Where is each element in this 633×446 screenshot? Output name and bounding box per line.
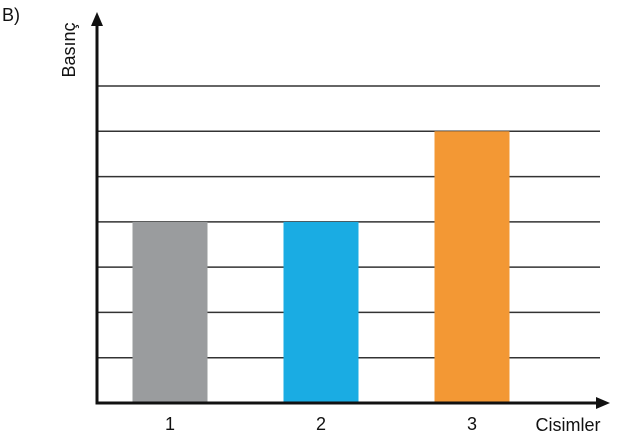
panel-label: B) — [2, 5, 20, 25]
bar — [435, 131, 510, 403]
bar — [284, 222, 359, 403]
chart: B) Basınç Cisimler 1 2 3 — [0, 0, 633, 446]
y-arrow — [91, 12, 103, 26]
bar — [133, 222, 208, 403]
x-arrow — [596, 397, 610, 409]
y-axis-label: Basınç — [59, 22, 79, 77]
x-axis-label: Cisimler — [536, 415, 601, 435]
x-tick-label: 1 — [165, 414, 175, 434]
x-tick-label: 3 — [467, 414, 477, 434]
x-tick-label: 2 — [316, 414, 326, 434]
